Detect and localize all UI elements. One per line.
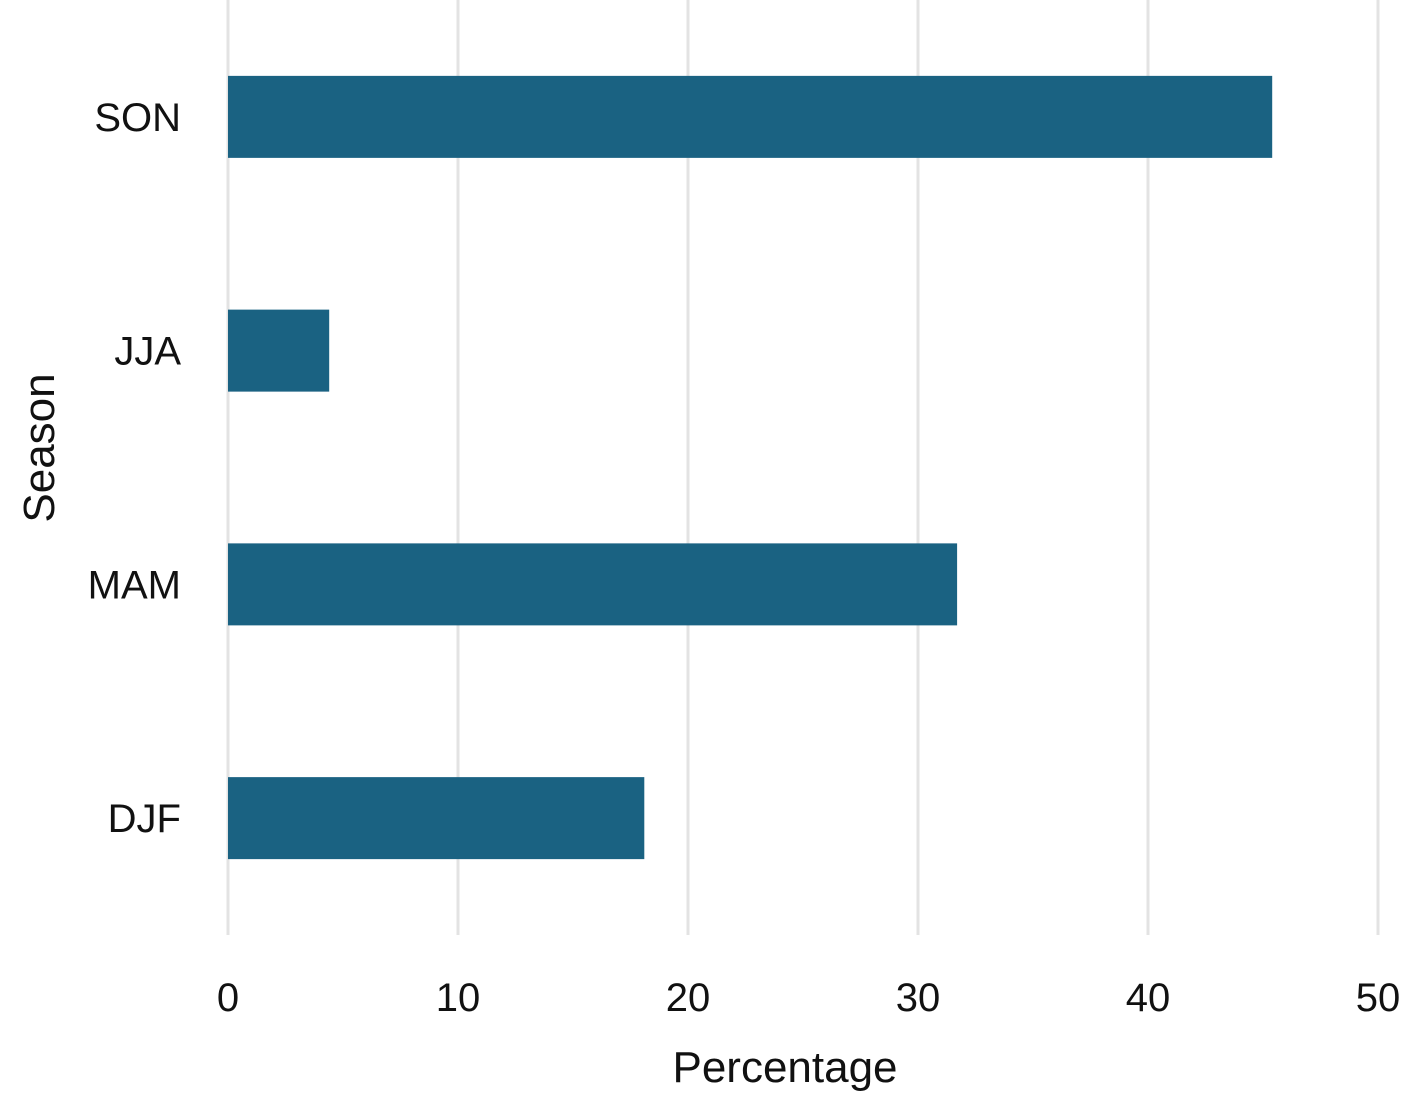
bars bbox=[228, 75, 1273, 860]
x-tick-label: 10 bbox=[436, 976, 481, 1020]
x-tick-labels: 0 10 20 30 40 50 bbox=[217, 976, 1400, 1020]
y-tick-label-mam: MAM bbox=[88, 563, 181, 607]
bar-mam bbox=[228, 543, 958, 626]
x-tick-label: 40 bbox=[1126, 976, 1171, 1020]
bar-jja bbox=[228, 309, 330, 392]
y-tick-label-djf: DJF bbox=[108, 797, 181, 841]
y-tick-label-jja: JJA bbox=[114, 330, 181, 374]
x-tick-label: 20 bbox=[666, 976, 711, 1020]
x-tick-label: 0 bbox=[217, 976, 239, 1020]
x-tick-label: 30 bbox=[896, 976, 941, 1020]
bar-son bbox=[228, 75, 1273, 158]
y-tick-label-son: SON bbox=[94, 96, 181, 140]
x-tick-label: 50 bbox=[1356, 976, 1401, 1020]
y-tick-labels: DJF MAM JJA SON bbox=[88, 96, 182, 841]
bar-djf bbox=[228, 777, 645, 860]
y-axis-title: Season bbox=[15, 373, 64, 522]
x-axis-title: Percentage bbox=[672, 1043, 897, 1092]
